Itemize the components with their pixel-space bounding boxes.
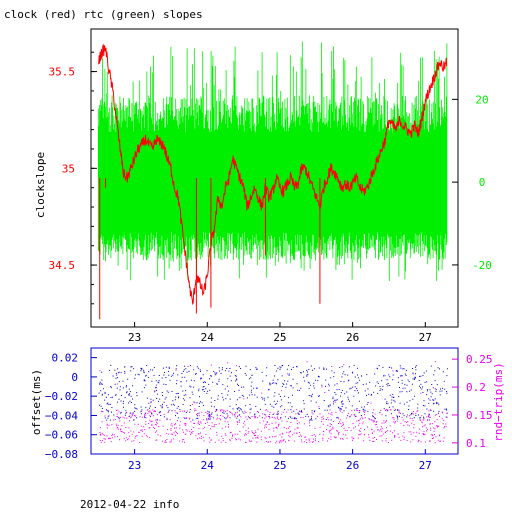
top-y-tick-label: 35 [62,162,75,175]
bottom-x-tick-label: 25 [273,459,286,472]
bottom-plot-area [98,361,449,444]
top-plot-frame [90,28,459,328]
top-ticks: 23 24 25 26 27 34.5 35 35.5 -20 0 20 [49,51,492,344]
bottom-y-axis-label: offset(ms) [30,369,43,435]
top-y-axis-label: clockslope [34,152,47,218]
bottom-y2-tick-label: 0.15 [466,409,493,422]
top-y2-tick-label: 20 [475,93,488,106]
top-y2-tick-label: 0 [479,176,486,189]
bottom-y-tick-label: −0.02 [45,390,78,403]
bottom-x-tick-label: 23 [128,459,141,472]
bottom-y-tick-label: 0 [71,371,78,384]
top-x-tick-label: 23 [128,331,141,344]
top-x-tick-label: 24 [201,331,215,344]
bottom-y2-tick-label: 0.1 [466,437,486,450]
top-x-tick-label: 27 [419,331,432,344]
bottom-y2-tick-label: 0.25 [466,353,493,366]
top-y2-tick-label: -20 [472,259,492,272]
bottom-y-tick-label: −0.08 [45,448,78,461]
top-x-tick-label: 26 [346,331,359,344]
footer-info: 2012-04-22 info [80,498,179,511]
bottom-y-tick-label: 0.02 [52,352,79,365]
bottom-x-tick-label: 24 [201,459,215,472]
top-panel: clockslope 23 24 25 26 27 34.5 35 35.5 -20 0 20 [34,28,492,344]
bottom-ticks: 23 24 25 26 27 0.02 0 −0.02 −0.04 −0.06 −0.08 0.25 0… [45,352,493,472]
bottom-x-tick-label: 26 [346,459,359,472]
top-y-tick-label: 35.5 [49,66,76,79]
bottom-panel: offset(ms) rnd−trip(ms) 23 24 25 26 27 0.02 0 −… [30,347,505,472]
chart-title: clock (red) rtc (green) slopes [4,8,203,21]
bottom-x-tick-label: 27 [419,459,432,472]
top-y-tick-label: 34.5 [49,259,76,272]
top-x-tick-label: 25 [273,331,286,344]
offset-scatter [98,364,448,421]
bottom-y-tick-label: −0.04 [45,409,78,422]
bottom-plot-frame [90,347,459,455]
bottom-y2-tick-label: 0.2 [466,381,486,394]
bottom-y2-axis-label: rnd−trip(ms) [492,362,505,441]
top-plot-area [97,41,448,320]
rndtrip-scatter [99,361,449,444]
clock-series-line [97,43,448,306]
bottom-y-tick-label: −0.06 [45,429,78,442]
